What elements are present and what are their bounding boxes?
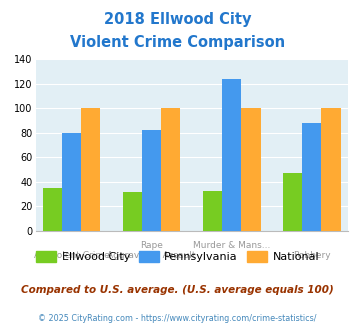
Bar [222,79,241,231]
Text: All Violent Crime: All Violent Crime [34,250,109,260]
Text: Murder & Mans...: Murder & Mans... [193,241,271,250]
Bar [43,188,62,231]
Bar [203,190,222,231]
Text: Aggravated Assault: Aggravated Assault [108,250,196,260]
Bar [241,109,261,231]
Bar [283,173,302,231]
Text: Rape: Rape [140,241,163,250]
Legend: Ellwood City, Pennsylvania, National: Ellwood City, Pennsylvania, National [32,247,323,267]
Bar [322,109,341,231]
Text: Robbery: Robbery [293,250,331,260]
Bar [123,192,142,231]
Bar [81,109,100,231]
Text: Compared to U.S. average. (U.S. average equals 100): Compared to U.S. average. (U.S. average … [21,285,334,295]
Bar [302,123,322,231]
Bar [161,109,180,231]
Text: 2018 Ellwood City: 2018 Ellwood City [104,12,251,26]
Bar [62,133,81,231]
Text: Violent Crime Comparison: Violent Crime Comparison [70,35,285,50]
Text: © 2025 CityRating.com - https://www.cityrating.com/crime-statistics/: © 2025 CityRating.com - https://www.city… [38,314,317,323]
Bar [142,130,161,231]
